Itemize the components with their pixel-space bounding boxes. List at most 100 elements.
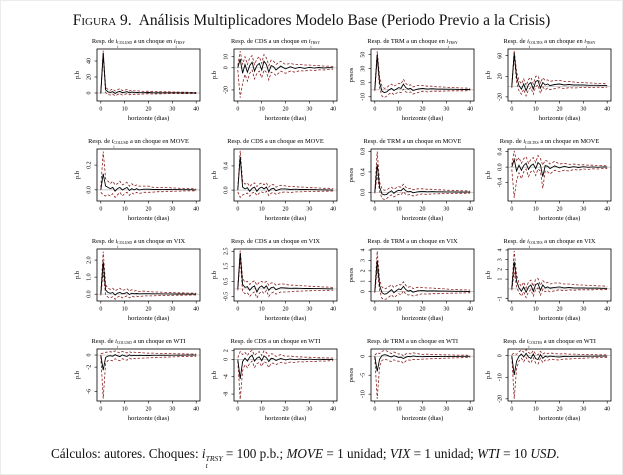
y-tick-label: 3 — [498, 258, 504, 261]
x-tick-label: 20 — [283, 107, 289, 113]
x-tick-label: 20 — [146, 107, 152, 113]
response-line — [237, 156, 334, 193]
math-supsub: TRSY t — [586, 41, 596, 50]
x-tick-label: 0 — [99, 207, 102, 213]
response-line — [511, 261, 608, 294]
subplot-3-1: Resp. de i COLUSD t a un choque en VIX 0 10 2… — [70, 237, 207, 330]
response-line — [374, 54, 471, 94]
ci-lower-line — [511, 272, 608, 299]
math-supsub: COLUSD t — [117, 241, 133, 250]
y-axis-label: p.b — [485, 370, 492, 379]
math-supsub: COLTES t — [525, 141, 539, 150]
subplot-canvas: 0 10 20 30 40 horizonte (dias) 0 -10 -20 p.b — [485, 348, 612, 422]
subplot-4-2: Resp. de CDS a un choque en WTI 0 10 20 30 40… — [207, 337, 344, 430]
x-tick-label: 10 — [396, 407, 402, 413]
math-supsub: COLTES t — [528, 341, 543, 350]
subplot-canvas: 0 10 20 30 40 horizonte (dias) 0 -5 -10 pesos — [348, 348, 475, 422]
ci-upper-line — [374, 350, 471, 357]
math-var: TRM — [390, 238, 405, 245]
x-tick-label: 10 — [259, 407, 265, 413]
math-var: WTI — [173, 338, 186, 345]
x-tick-label: 0 — [236, 307, 239, 313]
ci-lower-line — [237, 68, 334, 98]
subplot-canvas: 0 10 20 30 40 horizonte (dias) 0 -2 -6 p.b — [74, 348, 201, 422]
subplot-4-1: Resp. de i COLUSD t a un choque en WTI 0 10 2… — [70, 337, 207, 430]
y-tick-label: -6 — [87, 389, 93, 394]
response-line — [374, 260, 471, 295]
x-tick-label: 0 — [510, 307, 513, 313]
math-var: CDS — [254, 38, 268, 45]
caption-segment: WTI — [477, 446, 500, 461]
response-line — [237, 354, 334, 379]
x-tick-label: 0 — [510, 207, 513, 213]
caption-segment: = 1 unidad; — [410, 446, 478, 461]
x-tick-label: 0 — [99, 107, 102, 113]
y-axis-label: pesos — [348, 267, 355, 282]
ci-upper-line — [100, 251, 197, 294]
ci-upper-line — [511, 50, 608, 87]
y-axis-label: p.b — [485, 70, 492, 79]
response-line — [511, 53, 608, 92]
x-tick-label: 40 — [193, 407, 199, 413]
ci-upper-line — [237, 250, 334, 288]
subplot-canvas: 0 10 20 30 40 horizonte (dias) 0.2 0.0 p.b — [74, 148, 201, 222]
x-tick-label: 40 — [604, 307, 610, 313]
ci-lower-line — [511, 356, 608, 399]
y-tick-label: -20 — [498, 395, 504, 403]
subplot-canvas: 0 10 20 30 40 horizonte (dias) 50 30 10 -10 pesos — [348, 48, 475, 122]
x-tick-label: 30 — [306, 207, 312, 213]
math-supsub: COLUSD t — [116, 341, 132, 350]
x-tick-label: 10 — [533, 307, 539, 313]
y-tick-label: 0 — [361, 355, 367, 358]
x-axis-label: horizonte (dias) — [402, 315, 444, 322]
subplot-title: Resp. de i COLTES t a un choque en VIX — [503, 238, 596, 250]
subplot-canvas: 0 10 20 30 40 horizonte (dias) 0.4 0.0 -0.4 p.b — [485, 148, 612, 222]
caption-segment: = 10 — [499, 446, 531, 461]
x-tick-label: 0 — [510, 407, 513, 413]
x-tick-label: 40 — [604, 407, 610, 413]
x-axis-label: horizonte (dias) — [128, 215, 170, 222]
y-tick-label: 2 — [361, 269, 367, 272]
x-axis-label: horizonte (dias) — [539, 115, 581, 122]
x-tick-label: 30 — [443, 107, 449, 113]
subplot-canvas: 0 10 20 30 40 horizonte (dias) 2.0 1.0 0.0 p.b — [74, 248, 201, 322]
y-tick-label: 0.0 — [224, 186, 230, 194]
caption-segment: i TRSY t — [201, 446, 223, 471]
y-tick-label: 0.2 — [87, 161, 93, 169]
ci-lower-line — [374, 174, 471, 200]
y-tick-label: 0.5 — [224, 278, 230, 286]
y-tick-label: 40 — [87, 58, 93, 64]
y-tick-label: 1 — [361, 280, 367, 283]
subplot-title: Resp. de i COLUSD t a un choque en MOVE — [88, 138, 189, 150]
x-tick-label: 10 — [259, 107, 265, 113]
caption-segment: VIX — [389, 446, 411, 461]
plot-box — [96, 348, 201, 402]
y-axis-label: p.b — [74, 270, 81, 279]
math-var: i COLUSD t — [115, 338, 132, 350]
caption-segment: = 1 unidad; — [323, 446, 390, 461]
x-tick-label: 0 — [510, 107, 513, 113]
math-var: WTI — [445, 338, 459, 345]
ci-upper-line — [511, 250, 608, 289]
figure-caption: Cálculos: autores. Choques: i TRSY t = 100… — [51, 443, 585, 470]
ci-upper-line — [374, 51, 471, 89]
math-var: VIX — [173, 238, 186, 245]
subplot-canvas: 0 10 20 30 40 horizonte (dias) 40 20 0 p.b — [74, 48, 201, 122]
x-axis-label: horizonte (dias) — [539, 415, 581, 422]
math-var: i COLTES t — [527, 238, 543, 250]
subplot-title: Resp. de i COLUSD t a un choque en i TRSY t — [91, 38, 186, 50]
caption-segment: . — [556, 446, 560, 461]
x-tick-label: 40 — [604, 107, 610, 113]
subplot-title: Resp. de i COLTES t a un choque en MOVE — [499, 138, 600, 150]
x-tick-label: 10 — [122, 107, 128, 113]
subplot-4-4: Resp. de i COLTES t a un choque en WTI 0 10 2… — [481, 337, 618, 430]
caption-segment: Cálculos: autores. Choques: — [51, 446, 202, 461]
subplot-1-4: Resp. de i COLTES t a un choque en i TRSY t 0… — [481, 37, 618, 130]
plot-box — [507, 48, 612, 102]
math-supsub: TRSY t — [205, 453, 223, 471]
x-tick-label: 30 — [580, 207, 586, 213]
y-tick-label: 20 — [87, 74, 93, 80]
response-line — [511, 157, 608, 177]
subplot-1-3: Resp. de TRM a un choque en i TRSY t 0 10 20 3… — [344, 37, 481, 130]
